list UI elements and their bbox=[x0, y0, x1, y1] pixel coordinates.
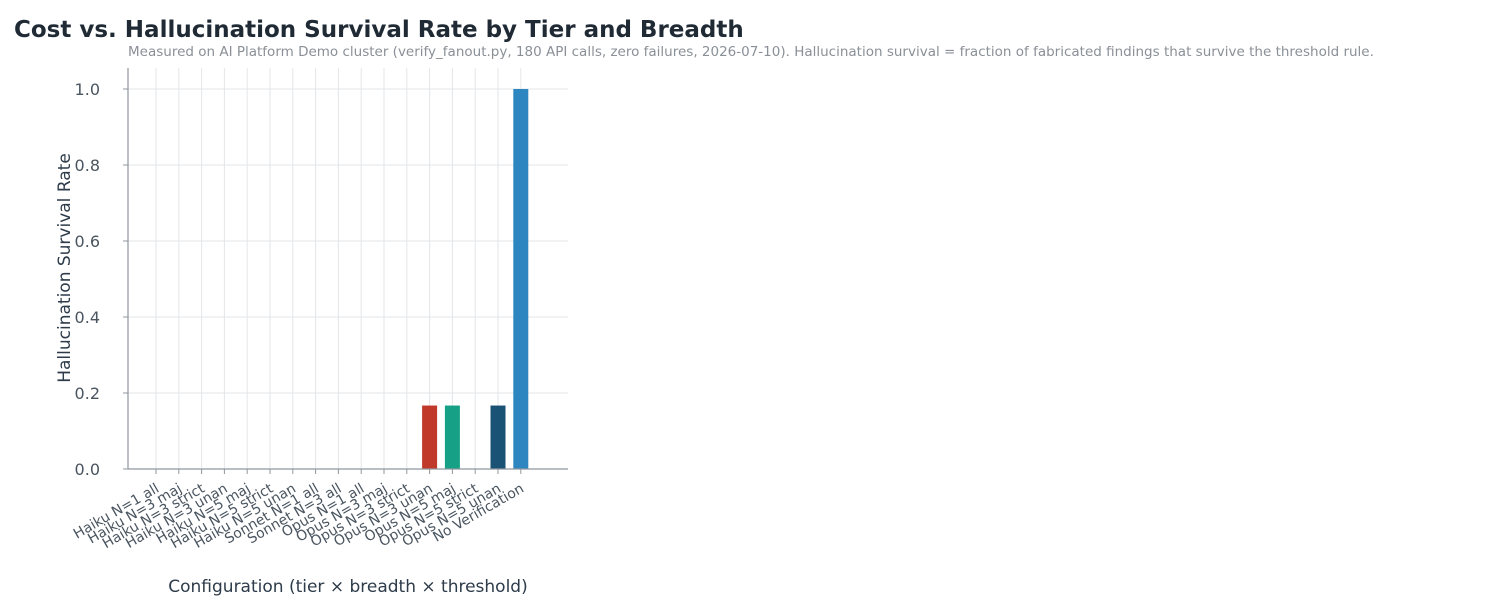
bar bbox=[444, 405, 460, 469]
y-ticks: 0.0 0.2 0.4 0.6 0.8 1.0 bbox=[75, 80, 128, 479]
chart-subtitle: Measured on AI Platform Demo cluster (ve… bbox=[128, 44, 1374, 60]
y-tick-label: 1.0 bbox=[75, 80, 100, 99]
y-tick-label: 0.8 bbox=[75, 156, 100, 175]
y-tick-label: 0.0 bbox=[75, 460, 100, 479]
y-tick-label: 0.4 bbox=[75, 308, 100, 327]
bar bbox=[513, 89, 529, 469]
y-tick-label: 0.2 bbox=[75, 384, 100, 403]
y-tick-label: 0.6 bbox=[75, 232, 100, 251]
bar bbox=[422, 405, 438, 469]
x-axis-title: Configuration (tier × breadth × threshol… bbox=[168, 577, 527, 597]
chart-title: Cost vs. Hallucination Survival Rate by … bbox=[14, 17, 744, 43]
bars bbox=[422, 89, 529, 469]
y-axis-title: Hallucination Survival Rate bbox=[55, 153, 75, 383]
bar bbox=[490, 405, 506, 469]
